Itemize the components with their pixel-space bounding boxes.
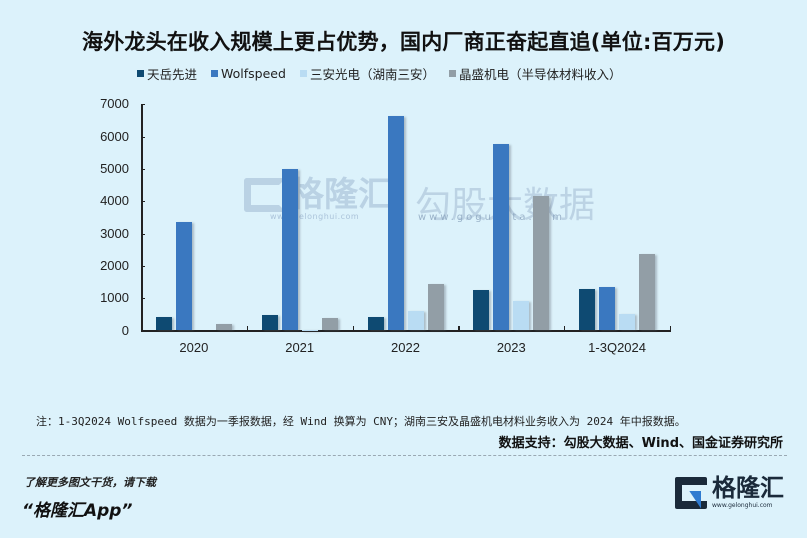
legend-label: 天岳先进 [147,66,198,82]
chart-title: 海外龙头在收入规模上更占优势，国内厂商正奋起直追(单位:百万元) [82,30,725,54]
x-tick-label: 2020 [179,340,209,355]
bar [387,115,404,331]
legend-swatch-icon [299,69,307,77]
bar [639,253,656,331]
bar [215,324,232,331]
divider [22,455,787,456]
x-tick-label: 2021 [285,340,315,355]
bar [175,221,192,331]
y-tick [141,265,145,268]
x-axis [141,330,671,332]
y-tick [141,201,145,203]
y-tick-label: 2000 [100,257,129,273]
promo-app-name: “格隆汇App” [22,501,133,521]
x-tick [670,326,672,331]
x-tick [564,326,566,331]
promo-text: 了解更多图文干货，请下载 [24,476,156,489]
legend-swatch-icon [211,69,219,77]
bar-chart: 0 1000 2000 3000 4000 5000 6000 7000 2020 2021 20… [100,96,672,355]
logo-url: www.gelonghui.com [712,502,773,509]
x-tick [458,326,460,331]
y-tick-label: 6000 [100,128,129,144]
y-tick [141,233,145,235]
gelonghui-g-icon [675,476,707,509]
y-tick-label: 7000 [100,96,129,112]
y-tick-label: 0 [121,322,129,338]
watermark-text: 格隆汇 [290,175,392,215]
legend-label: 晶盛机电（半导体材料收入） [458,66,622,82]
chart-note: 注：1-3Q2024 Wolfspeed 数据为一季报数据，经 Wind 换算为… [36,415,686,428]
x-tick [246,326,248,331]
watermark-url: www.gogudata.com [418,212,566,223]
bar [155,316,172,331]
bar [301,329,318,331]
legend-swatch-icon [137,69,144,77]
y-tick-label: 5000 [100,160,129,176]
x-tick-label: 2023 [496,340,526,355]
gelonghui-logo-icon [244,178,286,212]
bar [321,317,338,331]
legend-swatch-icon [448,69,456,77]
y-tick [141,136,145,138]
legend-label: Wolfspeed [221,65,286,81]
bar [579,289,596,331]
legend-item-wolfspeed: Wolfspeed [211,66,286,81]
bar [493,144,510,331]
bar [533,195,550,331]
bar [407,310,424,331]
watermark-url: www.gelonghui.com [270,212,360,221]
data-source: 数据支持：勾股大数据、Wind、国金证券研究所 [498,436,783,451]
y-tick [141,298,145,300]
y-tick-label: 1000 [100,290,129,306]
x-tick [352,326,354,331]
bar [367,317,384,331]
y-tick [141,168,145,171]
bar [473,290,490,331]
logo-name: 格隆汇 [712,474,784,502]
bar [427,283,444,331]
bar [513,300,530,331]
gelonghui-logo: 格隆汇 www.gelonghui.com [675,476,784,509]
y-tick-label: 4000 [100,193,129,209]
legend-item-tianyue: 天岳先进 [137,64,197,83]
y-tick-label: 3000 [100,225,129,241]
gelonghui-watermark: 格隆汇 [244,178,392,212]
x-tick-label: 2022 [391,340,420,355]
y-tick [141,104,145,106]
x-tick-label: 1-3Q2024 [588,340,646,355]
chart-legend: 天岳先进 Wolfspeed 三安光电（湖南三安） 晶盛机电（半导体材料收入） [137,64,635,83]
bar [599,286,616,331]
y-axis [141,104,143,331]
legend-label: 三安光电（湖南三安） [309,66,435,82]
bar [619,314,636,331]
bar [281,168,298,331]
legend-item-jingsheng: 晶盛机电（半导体材料收入） [448,64,622,83]
bar [261,314,278,331]
legend-item-sanan: 三安光电（湖南三安） [299,64,435,83]
